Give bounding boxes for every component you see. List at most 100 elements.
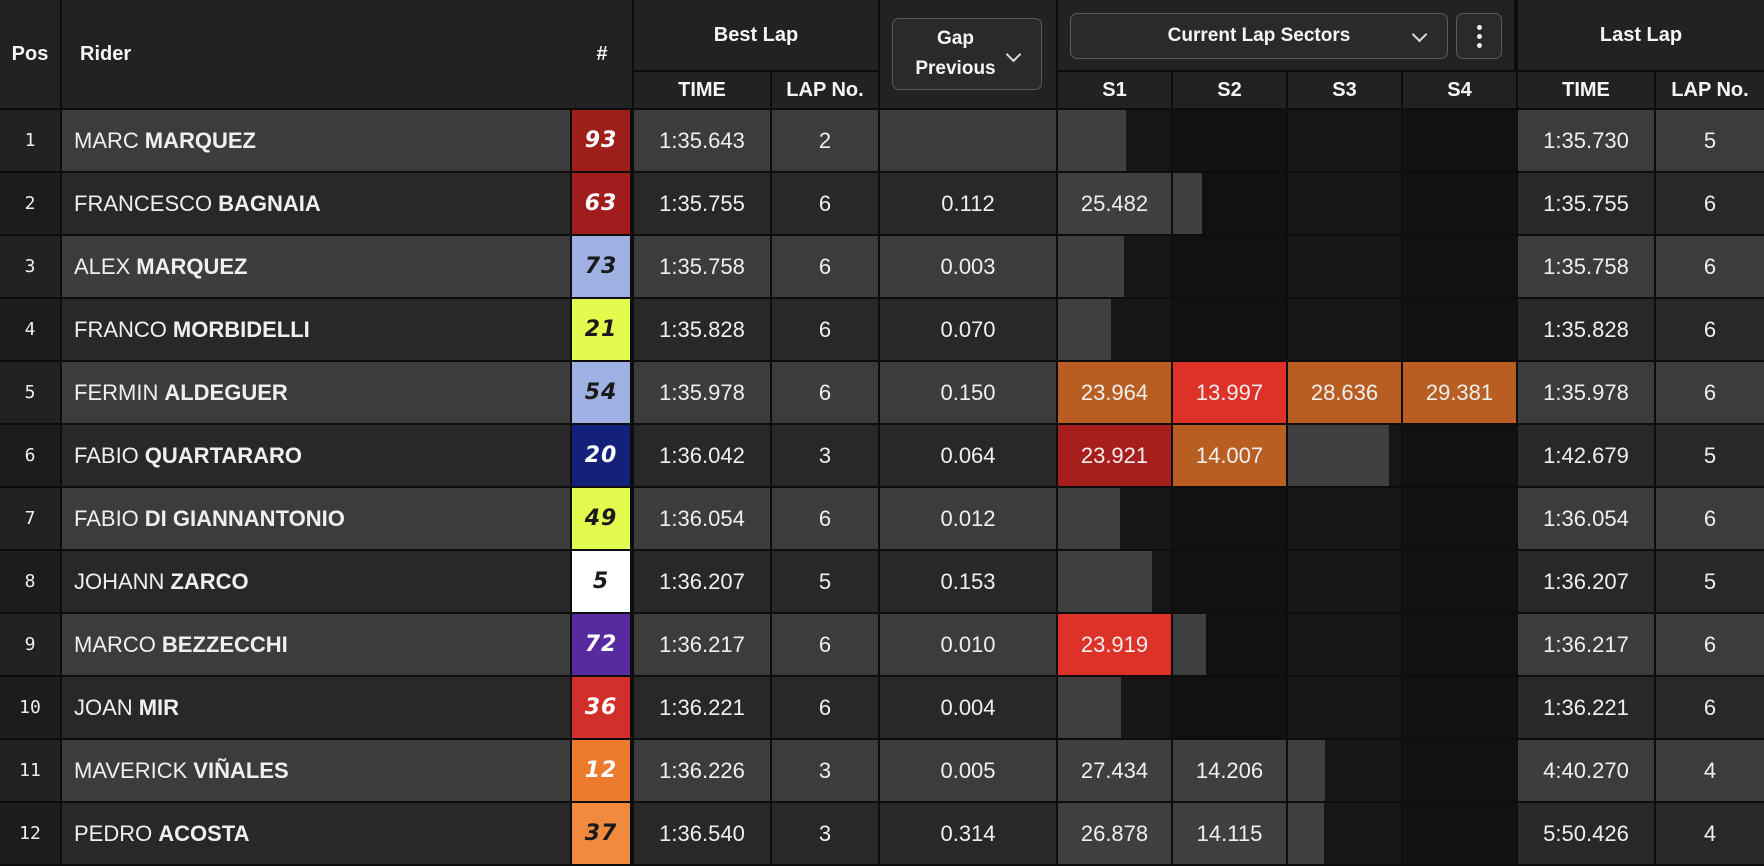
rider-first-name: FRANCESCO bbox=[74, 190, 213, 216]
rider-name-cell[interactable]: FABIO DI GIANNANTONIO bbox=[62, 488, 570, 549]
best-lap-number: 6 bbox=[772, 236, 878, 297]
position-cell: 12 bbox=[0, 803, 60, 864]
gap-previous: 0.314 bbox=[880, 803, 1056, 864]
sector-4-cell bbox=[1403, 614, 1516, 675]
sector-1-cell: 23.921 bbox=[1058, 425, 1171, 486]
sector-4-cell bbox=[1403, 173, 1516, 234]
sector-4-cell bbox=[1403, 740, 1516, 801]
sector-3-cell bbox=[1288, 803, 1401, 864]
last-lap-time: 4:40.270 bbox=[1518, 740, 1654, 801]
sector-3-cell: 28.636 bbox=[1288, 362, 1401, 423]
rider-number-badge: 72 bbox=[572, 614, 630, 675]
last-lap-number: 4 bbox=[1656, 803, 1764, 864]
rider-name-cell[interactable]: JOAN MIR bbox=[62, 677, 570, 738]
last-lap-number: 5 bbox=[1656, 110, 1764, 171]
gap-select-button[interactable]: Gap Previous bbox=[892, 18, 1042, 90]
best-lap-time: 1:36.226 bbox=[634, 740, 770, 801]
sector-1-cell bbox=[1058, 236, 1171, 297]
last-lap-number: 6 bbox=[1656, 362, 1764, 423]
sector-progress-bar bbox=[1058, 299, 1112, 360]
sector-3-cell bbox=[1288, 299, 1401, 360]
rider-name-cell[interactable]: ALEX MARQUEZ bbox=[62, 236, 570, 297]
position-cell: 2 bbox=[0, 173, 60, 234]
rider-name-cell[interactable]: FERMIN ALDEGUER bbox=[62, 362, 570, 423]
sector-3-cell bbox=[1288, 677, 1401, 738]
sector-progress-bar bbox=[1058, 236, 1124, 297]
sector-3-cell bbox=[1288, 173, 1401, 234]
gap-previous: 0.112 bbox=[880, 173, 1056, 234]
sector-progress-bar bbox=[1058, 740, 1171, 801]
rider-last-name: MARQUEZ bbox=[144, 127, 256, 153]
rider-name-cell[interactable]: MARCO BEZZECCHI bbox=[62, 614, 570, 675]
header-last-time: TIME bbox=[1518, 72, 1654, 108]
rider-number-badge: 36 bbox=[572, 677, 630, 738]
rider-name-cell[interactable]: PEDRO ACOSTA bbox=[62, 803, 570, 864]
rider-last-name: BEZZECCHI bbox=[161, 631, 288, 657]
header-rider: Rider bbox=[62, 0, 572, 108]
sector-2-cell bbox=[1173, 110, 1286, 171]
gap-previous: 0.004 bbox=[880, 677, 1056, 738]
sector-2-cell: 14.115 bbox=[1173, 803, 1286, 864]
rider-first-name: FRANCO bbox=[74, 316, 167, 342]
gap-previous: 0.070 bbox=[880, 299, 1056, 360]
more-options-button[interactable] bbox=[1456, 13, 1502, 59]
best-lap-time: 1:36.217 bbox=[634, 614, 770, 675]
sector-time: 14.115 bbox=[1196, 820, 1263, 846]
rider-name-cell[interactable]: MARC MARQUEZ bbox=[62, 110, 570, 171]
rider-first-name: PEDRO bbox=[74, 820, 153, 846]
header-best-lap: Best Lap bbox=[634, 0, 878, 70]
rider-name-cell[interactable]: MAVERICK VIÑALES bbox=[62, 740, 570, 801]
sector-2-cell: 13.997 bbox=[1173, 362, 1286, 423]
sector-time: 26.878 bbox=[1080, 820, 1149, 846]
sector-2-cell bbox=[1173, 677, 1286, 738]
chevron-down-icon bbox=[1411, 26, 1428, 43]
gap-previous: 0.153 bbox=[880, 551, 1056, 612]
sector-progress-bar bbox=[1173, 614, 1206, 675]
rider-last-name: ZARCO bbox=[170, 568, 249, 594]
rider-number-badge: 49 bbox=[572, 488, 630, 549]
last-lap-number: 6 bbox=[1656, 299, 1764, 360]
rider-first-name: FERMIN bbox=[74, 379, 159, 405]
sector-4-cell bbox=[1403, 299, 1516, 360]
position-cell: 3 bbox=[0, 236, 60, 297]
header-pos: Pos bbox=[0, 0, 60, 108]
rider-first-name: MARC bbox=[74, 127, 139, 153]
gap-previous: 0.005 bbox=[880, 740, 1056, 801]
last-lap-time: 1:35.755 bbox=[1518, 173, 1654, 234]
position-cell: 1 bbox=[0, 110, 60, 171]
best-lap-time: 1:35.755 bbox=[634, 173, 770, 234]
rider-last-name: MIR bbox=[138, 694, 180, 720]
gap-previous: 0.150 bbox=[880, 362, 1056, 423]
sector-4-cell bbox=[1403, 551, 1516, 612]
best-lap-time: 1:36.540 bbox=[634, 803, 770, 864]
header-last-lap-no: LAP No. bbox=[1656, 72, 1764, 108]
last-lap-number: 6 bbox=[1656, 677, 1764, 738]
sector-progress-bar bbox=[1288, 740, 1326, 801]
rider-first-name: JOHANN bbox=[74, 568, 165, 594]
sector-progress-bar bbox=[1058, 677, 1122, 738]
sector-progress-bar bbox=[1058, 551, 1152, 612]
last-lap-time: 1:35.978 bbox=[1518, 362, 1654, 423]
rider-last-name: QUARTARARO bbox=[144, 442, 303, 468]
sector-time: 23.919 bbox=[1080, 631, 1149, 657]
sector-4-cell bbox=[1403, 236, 1516, 297]
gap-previous: 0.064 bbox=[880, 425, 1056, 486]
position-cell: 11 bbox=[0, 740, 60, 801]
rider-name-cell[interactable]: FRANCESCO BAGNAIA bbox=[62, 173, 570, 234]
last-lap-time: 1:42.679 bbox=[1518, 425, 1654, 486]
last-lap-number: 4 bbox=[1656, 740, 1764, 801]
sector-1-cell bbox=[1058, 110, 1171, 171]
sectors-select-button[interactable]: Current Lap Sectors bbox=[1070, 13, 1448, 59]
best-lap-time: 1:35.758 bbox=[634, 236, 770, 297]
sector-2-cell bbox=[1173, 299, 1286, 360]
sector-time: 13.997 bbox=[1195, 379, 1264, 405]
rider-name-cell[interactable]: FRANCO MORBIDELLI bbox=[62, 299, 570, 360]
header-best-lap-no: LAP No. bbox=[772, 72, 878, 108]
rider-name-cell[interactable]: FABIO QUARTARARO bbox=[62, 425, 570, 486]
position-cell: 9 bbox=[0, 614, 60, 675]
best-lap-time: 1:36.221 bbox=[634, 677, 770, 738]
rider-name-cell[interactable]: JOHANN ZARCO bbox=[62, 551, 570, 612]
last-lap-number: 6 bbox=[1656, 173, 1764, 234]
last-lap-number: 5 bbox=[1656, 425, 1764, 486]
rider-number-badge: 37 bbox=[572, 803, 630, 864]
